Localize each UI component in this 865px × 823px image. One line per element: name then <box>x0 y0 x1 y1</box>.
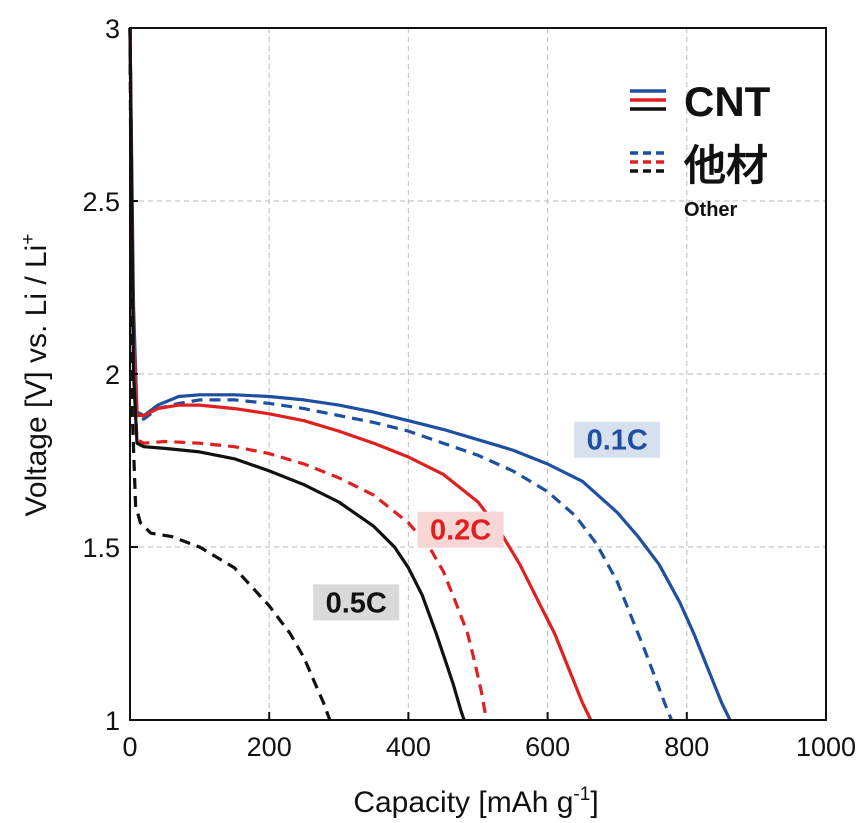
plot-frame <box>129 27 827 721</box>
legend-label-other: 他材 <box>683 142 768 189</box>
x-tick-label: 800 <box>664 732 709 762</box>
grid-lines <box>130 28 826 720</box>
annotation-label: 0.1C <box>587 425 648 457</box>
y-axis-label-sup: + <box>18 234 39 245</box>
legend-sublabel-other: Other <box>684 199 738 221</box>
y-tick-label: 2.5 <box>82 187 120 217</box>
x-tick-label: 400 <box>386 732 431 762</box>
axis-ticks: 0 200 400 600 800 1000 1 1.5 2 2.5 3 <box>82 14 856 762</box>
series-line-05C-cnt <box>128 27 466 721</box>
series-group <box>128 27 732 721</box>
x-axis-label-sup: -1 <box>573 784 590 805</box>
y-tick-label: 2 <box>105 360 120 390</box>
x-tick-label: 0 <box>122 732 137 762</box>
x-axis-label: Capacity [mAh g-1] <box>353 784 598 819</box>
x-tick-label: 600 <box>525 732 570 762</box>
annotation-bg <box>417 511 504 548</box>
annotation-bg <box>574 421 661 458</box>
annotation-bg <box>313 584 400 621</box>
legend-entry-cnt: CNT <box>630 78 771 125</box>
y-tick-label: 3 <box>105 14 120 44</box>
annotation-label: 0.5C <box>326 587 387 619</box>
legend-label-cnt: CNT <box>684 78 771 125</box>
y-tick-label: 1 <box>105 706 120 736</box>
rate-annotations: 0.1C 0.2C 0.5C <box>313 421 661 621</box>
series-line-02C-other <box>128 27 488 721</box>
series-line-05C-other <box>128 27 332 721</box>
annotation-label: 0.2C <box>430 515 491 547</box>
series-line-02C-cnt <box>128 27 593 721</box>
legend: CNT 他材 Other <box>630 78 771 221</box>
series-line-01C-cnt <box>128 27 732 721</box>
x-tick-label: 1000 <box>796 732 856 762</box>
y-axis-label: Voltage [V] vs. Li / Li+ <box>18 234 53 517</box>
legend-entry-other: 他材 Other <box>630 142 768 221</box>
y-tick-label: 1.5 <box>82 533 120 563</box>
x-tick-label: 200 <box>247 732 292 762</box>
